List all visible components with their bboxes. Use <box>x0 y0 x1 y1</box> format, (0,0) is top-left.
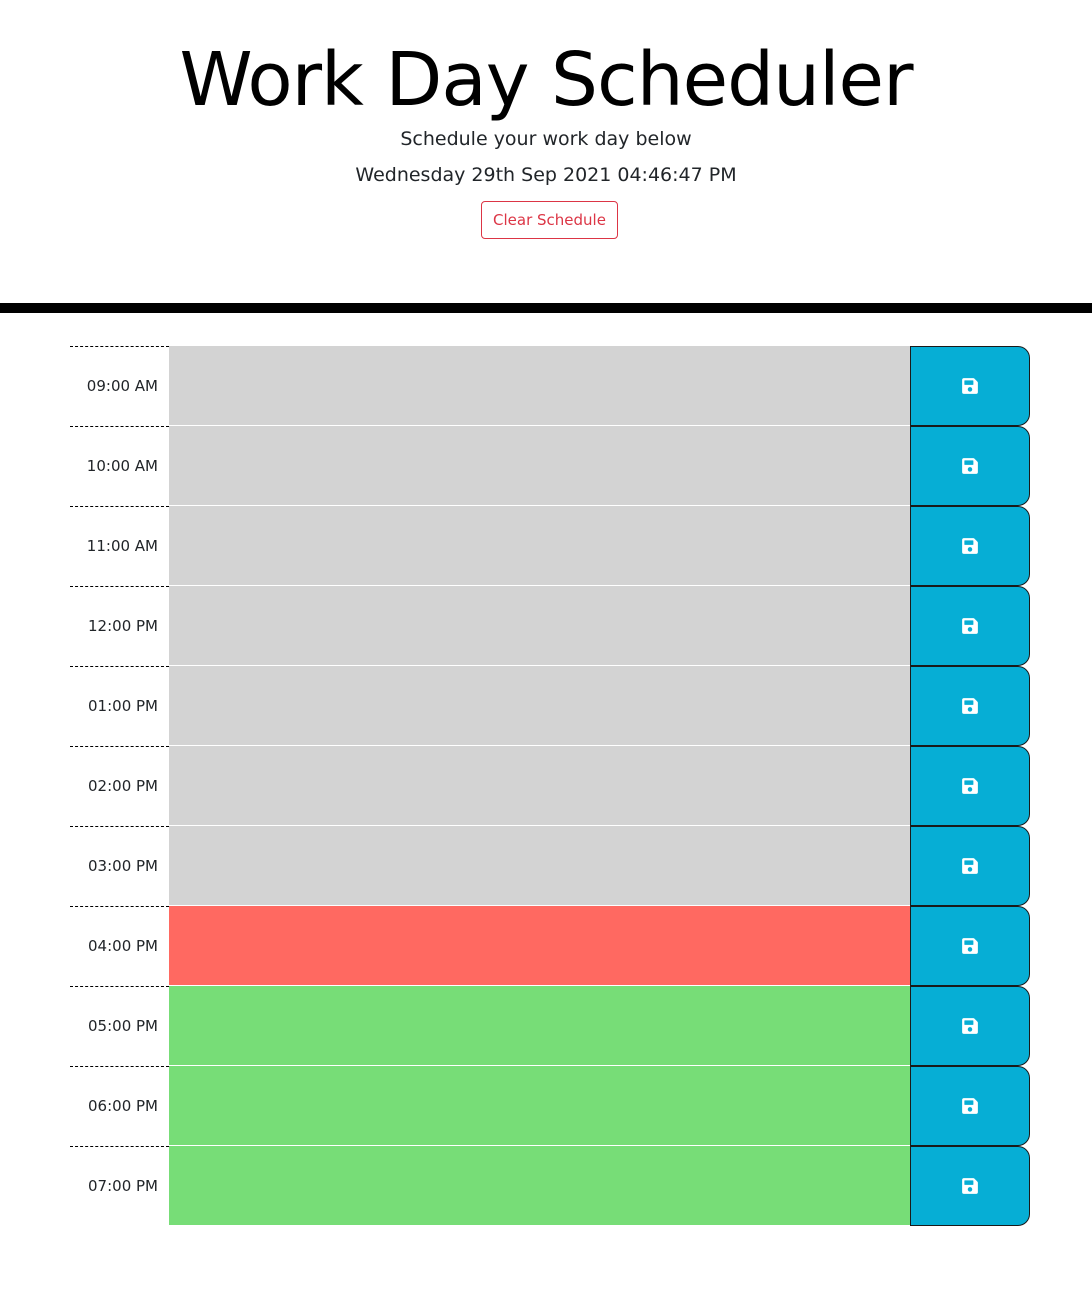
time-block-row: 11:00 AM <box>70 506 1030 586</box>
hour-label: 11:00 AM <box>70 506 169 586</box>
time-block-row: 04:00 PM <box>70 906 1030 986</box>
floppy-disk-icon <box>961 1177 979 1195</box>
save-button[interactable] <box>910 986 1030 1066</box>
event-description-input[interactable] <box>169 426 910 506</box>
time-block-row: 01:00 PM <box>70 666 1030 746</box>
save-button[interactable] <box>910 346 1030 426</box>
event-description-input[interactable] <box>169 586 910 666</box>
event-description-input[interactable] <box>169 1066 910 1146</box>
save-button[interactable] <box>910 666 1030 746</box>
time-block-row: 10:00 AM <box>70 426 1030 506</box>
floppy-disk-icon <box>961 1097 979 1115</box>
save-button[interactable] <box>910 1146 1030 1226</box>
save-button[interactable] <box>910 426 1030 506</box>
save-button[interactable] <box>910 506 1030 586</box>
time-block-row: 09:00 AM <box>70 346 1030 426</box>
time-block-row: 05:00 PM <box>70 986 1030 1066</box>
floppy-disk-icon <box>961 937 979 955</box>
schedule-container: 09:00 AM 10:00 AM 11:00 AM 12:00 PM 01:00 PM… <box>70 346 1030 1226</box>
hour-label: 07:00 PM <box>70 1146 169 1226</box>
page-title: Work Day Scheduler <box>179 37 913 123</box>
hour-label: 02:00 PM <box>70 746 169 826</box>
floppy-disk-icon <box>961 457 979 475</box>
floppy-disk-icon <box>961 777 979 795</box>
floppy-disk-icon <box>961 1017 979 1035</box>
time-block-row: 07:00 PM <box>70 1146 1030 1226</box>
save-button[interactable] <box>910 826 1030 906</box>
hour-label: 01:00 PM <box>70 666 169 746</box>
event-description-input[interactable] <box>169 906 910 986</box>
save-button[interactable] <box>910 746 1030 826</box>
event-description-input[interactable] <box>169 506 910 586</box>
time-block-row: 03:00 PM <box>70 826 1030 906</box>
floppy-disk-icon <box>961 697 979 715</box>
time-block-row: 02:00 PM <box>70 746 1030 826</box>
time-block-row: 12:00 PM <box>70 586 1030 666</box>
event-description-input[interactable] <box>169 826 910 906</box>
event-description-input[interactable] <box>169 1146 910 1226</box>
hour-label: 09:00 AM <box>70 346 169 426</box>
hour-label: 05:00 PM <box>70 986 169 1066</box>
floppy-disk-icon <box>961 857 979 875</box>
header: Work Day Scheduler Schedule your work da… <box>0 0 1092 313</box>
save-button[interactable] <box>910 906 1030 986</box>
event-description-input[interactable] <box>169 346 910 426</box>
hour-label: 06:00 PM <box>70 1066 169 1146</box>
hour-label: 04:00 PM <box>70 906 169 986</box>
save-button[interactable] <box>910 1066 1030 1146</box>
hour-label: 10:00 AM <box>70 426 169 506</box>
event-description-input[interactable] <box>169 746 910 826</box>
hour-label: 03:00 PM <box>70 826 169 906</box>
floppy-disk-icon <box>961 377 979 395</box>
event-description-input[interactable] <box>169 666 910 746</box>
hour-label: 12:00 PM <box>70 586 169 666</box>
current-day: Wednesday 29th Sep 2021 04:46:47 PM <box>355 164 737 186</box>
clear-schedule-button[interactable]: Clear Schedule <box>481 201 618 239</box>
page-subtitle: Schedule your work day below <box>400 128 692 150</box>
event-description-input[interactable] <box>169 986 910 1066</box>
floppy-disk-icon <box>961 617 979 635</box>
save-button[interactable] <box>910 586 1030 666</box>
floppy-disk-icon <box>961 537 979 555</box>
time-block-row: 06:00 PM <box>70 1066 1030 1146</box>
